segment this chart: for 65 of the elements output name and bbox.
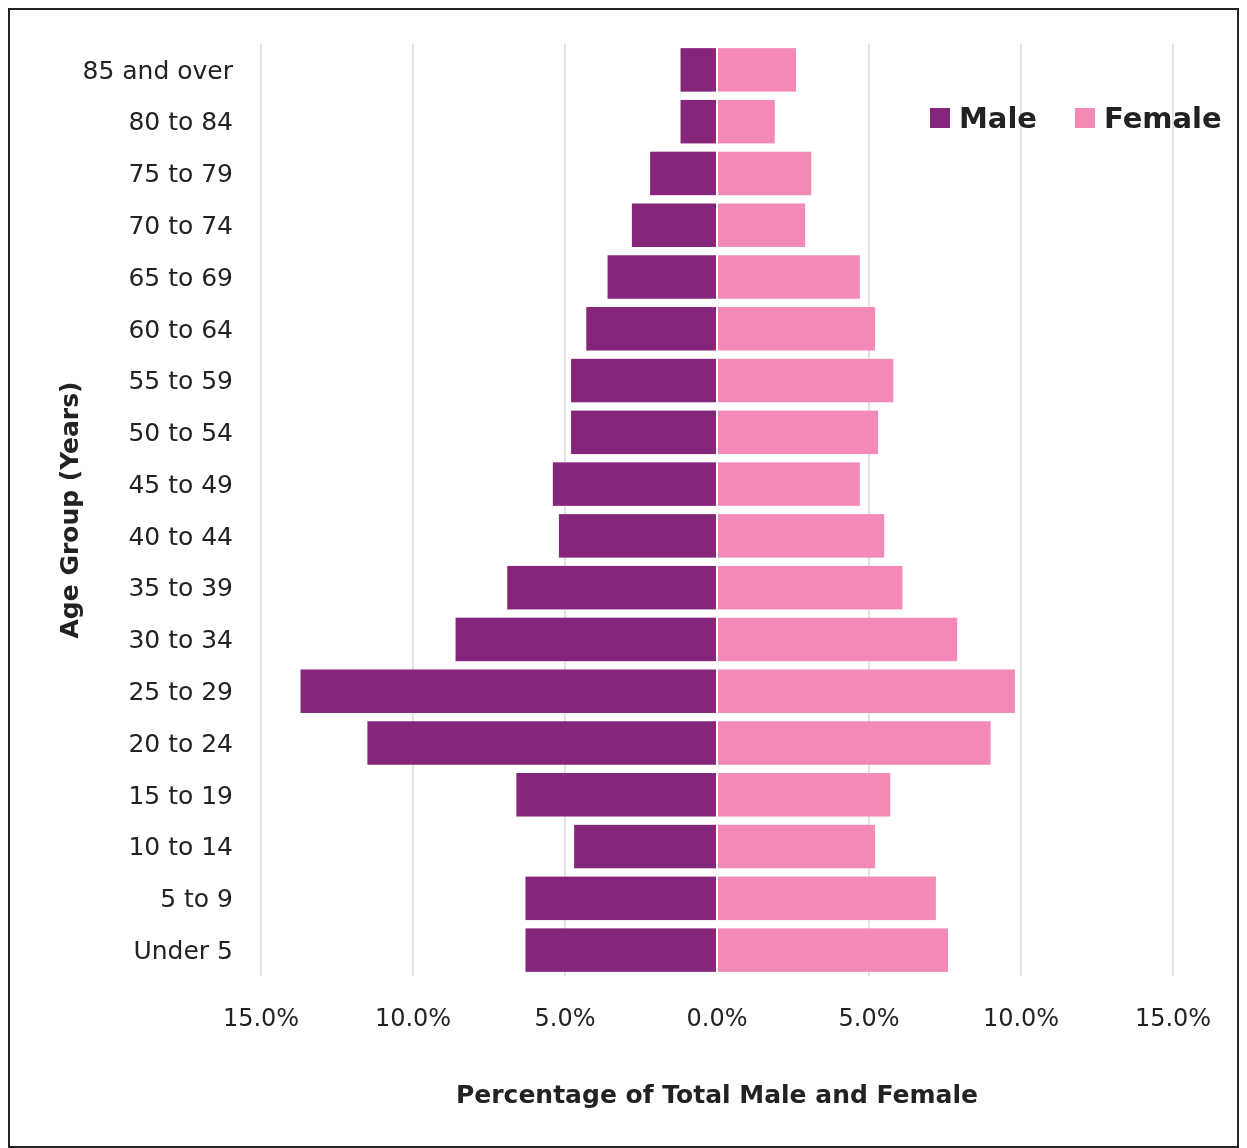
bar xyxy=(586,307,717,351)
bar xyxy=(300,669,717,713)
bar xyxy=(507,565,717,610)
bar xyxy=(607,255,717,299)
x-tick-label: 5.0% xyxy=(838,1004,900,1032)
x-tick-label: 0.0% xyxy=(686,1004,748,1032)
bar xyxy=(558,514,717,558)
y-tick-label: Under 5 xyxy=(133,935,233,965)
y-tick-label: 60 to 64 xyxy=(128,314,233,344)
y-tick-label: 20 to 24 xyxy=(128,728,233,758)
bar xyxy=(650,151,717,196)
y-tick-label: 65 to 69 xyxy=(128,262,233,292)
bar xyxy=(717,565,903,610)
bar xyxy=(680,48,717,92)
y-tick-label: 25 to 29 xyxy=(128,676,233,706)
bar xyxy=(717,669,1015,713)
bar xyxy=(717,514,885,558)
y-tick-label: 75 to 79 xyxy=(128,159,233,189)
y-tick-label: 80 to 84 xyxy=(128,107,233,137)
bar xyxy=(717,307,876,351)
x-tick-label: 10.0% xyxy=(982,1004,1060,1032)
x-tick-label: 15.0% xyxy=(222,1004,300,1032)
bar xyxy=(717,773,891,817)
bar xyxy=(552,462,717,506)
bar xyxy=(717,928,949,972)
x-tick-label: 10.0% xyxy=(374,1004,452,1032)
bar xyxy=(717,824,876,869)
y-tick-label: 15 to 19 xyxy=(128,780,233,810)
bar xyxy=(717,99,775,144)
bar xyxy=(571,358,717,403)
bar xyxy=(717,203,806,247)
bar xyxy=(717,358,894,403)
bar xyxy=(717,48,797,92)
y-tick-label: 85 and over xyxy=(82,55,234,85)
bar xyxy=(717,151,812,196)
legend-label: Female xyxy=(1104,101,1222,136)
y-tick-label: 5 to 9 xyxy=(160,884,233,914)
bar xyxy=(631,203,717,247)
y-tick-label: 30 to 34 xyxy=(128,625,233,655)
y-tick-label: 50 to 54 xyxy=(128,418,233,448)
bar xyxy=(574,824,717,869)
bar xyxy=(571,410,717,455)
bar xyxy=(525,928,717,972)
bar xyxy=(717,617,958,662)
bar xyxy=(455,617,717,662)
y-tick-label: 40 to 44 xyxy=(128,521,233,551)
y-tick-label: 55 to 59 xyxy=(128,366,233,396)
bar xyxy=(525,876,717,921)
x-tick-label: 15.0% xyxy=(1134,1004,1212,1032)
x-axis-title: Percentage of Total Male and Female xyxy=(455,1080,979,1109)
bar xyxy=(717,721,991,765)
bar xyxy=(717,410,879,455)
bar xyxy=(717,462,860,506)
y-axis-title: Age Group (Years) xyxy=(55,381,84,639)
bar xyxy=(516,773,717,817)
bar xyxy=(680,99,717,144)
y-tick-label: 10 to 14 xyxy=(128,832,233,862)
x-tick-label: 5.0% xyxy=(534,1004,596,1032)
y-tick-label: 35 to 39 xyxy=(128,573,233,603)
bar xyxy=(717,876,936,921)
y-tick-label: 70 to 74 xyxy=(128,210,233,240)
legend-label: Male xyxy=(959,101,1038,136)
bar xyxy=(717,255,860,299)
bar xyxy=(367,721,717,765)
y-tick-label: 45 to 49 xyxy=(128,469,233,499)
